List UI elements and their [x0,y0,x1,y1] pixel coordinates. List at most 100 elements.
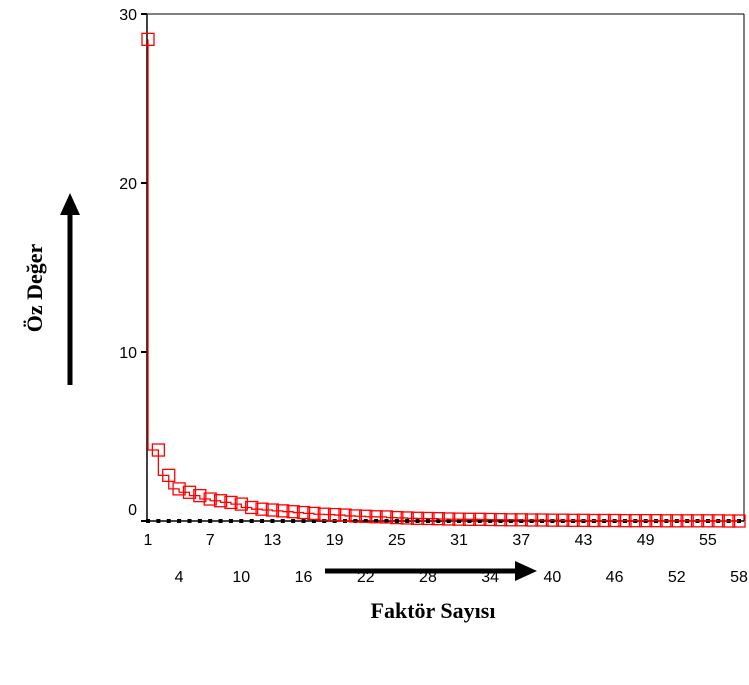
data-point-marker [607,513,622,528]
data-point-marker [711,514,725,528]
x-tick-mark [301,519,306,523]
x-tick-mark [498,519,503,523]
data-point-marker [504,513,518,527]
data-point-marker [307,506,321,521]
data-point-marker [348,509,363,523]
data-point-marker [234,497,248,511]
x-tick-mark [415,519,420,523]
data-point-marker [400,511,414,525]
x-tick-mark [384,519,389,523]
y-tick-label: 0 [128,502,137,519]
x-tick-mark [270,519,275,523]
x-tick-mark [166,519,171,523]
data-point-marker [255,502,269,516]
data-point-marker [462,512,477,526]
eigenvalue-series [141,32,746,528]
data-point-marker [286,505,300,519]
data-point-marker [670,514,684,528]
data-point-marker [317,507,331,521]
x-tick-label: 37 [512,532,530,549]
x-tick-label: 7 [206,532,215,549]
x-tick-label: 58 [730,569,748,586]
data-point-marker [182,485,197,499]
x-tick-mark [322,519,327,523]
data-point-marker [545,513,560,527]
x-tick-mark [374,519,379,523]
x-tick-mark [260,519,265,523]
data-point-marker [576,513,591,527]
data-point-marker [639,514,653,528]
x-tick-mark [467,519,472,523]
x-tick-mark [177,519,182,523]
data-point-marker [224,495,238,510]
x-tick-label: 19 [326,532,344,549]
data-point-marker [172,482,186,496]
x-tick-label: 4 [175,569,184,586]
x-tick-mark [218,519,223,523]
x-tick-mark [311,519,316,523]
data-point-marker [732,514,746,528]
x-tick-label: 40 [543,569,561,586]
x-tick-mark [529,519,534,523]
data-point-marker [524,513,539,527]
x-tick-label: 10 [232,569,250,586]
data-point-marker [245,500,259,515]
x-tick-label: 1 [144,532,153,549]
x-tick-mark [425,519,430,523]
data-point-marker [659,514,674,528]
data-point-marker [421,511,435,526]
data-point-marker [390,510,404,525]
x-tick-mark [291,519,296,523]
data-point-marker [338,508,352,522]
x-tick-mark [187,519,192,523]
y-axis-ticks: 0 10 20 30 [119,7,147,522]
data-point-marker [442,512,456,526]
x-tick-mark [488,519,493,523]
data-point-marker [359,509,373,523]
data-point-marker [493,512,508,527]
data-point-marker [514,513,528,527]
data-point-marker [369,510,383,524]
data-point-marker [193,488,207,503]
y-axis-arrow-head-icon [60,193,80,215]
x-tick-mark [508,519,513,523]
data-point-marker [410,511,425,525]
x-tick-mark [394,519,399,523]
x-tick-mark [477,519,482,523]
data-point-marker [618,514,632,528]
x-tick-mark [457,519,462,523]
x-tick-mark [363,519,368,523]
data-point-marker [721,514,736,528]
series-line [147,39,739,522]
x-axis-arrow-head-icon [515,561,537,581]
data-point-marker [296,505,311,520]
data-point-marker [265,503,280,517]
x-tick-mark [197,519,202,523]
data-point-marker [701,514,715,528]
x-tick-mark [436,519,441,523]
data-point-marker [151,443,166,457]
x-tick-mark [280,519,285,523]
x-tick-mark [571,519,576,523]
x-tick-mark [405,519,410,523]
x-tick-label: 16 [295,569,313,586]
x-tick-mark [156,519,161,523]
data-point-marker [690,514,705,528]
data-point-marker [276,504,290,518]
x-tick-mark [228,519,233,523]
x-tick-mark [550,519,555,523]
y-tick-label: 30 [119,7,137,24]
x-tick-mark [353,519,358,523]
data-point-marker [431,511,445,526]
y-axis-title: Öz Değer [22,243,47,332]
data-point-marker [327,507,342,522]
x-tick-mark [146,519,150,523]
data-point-marker [535,513,549,527]
data-point-marker [162,468,176,483]
data-point-marker [680,514,694,528]
x-tick-label: 43 [575,532,593,549]
data-point-marker [452,512,466,526]
data-point-marker [566,513,580,527]
